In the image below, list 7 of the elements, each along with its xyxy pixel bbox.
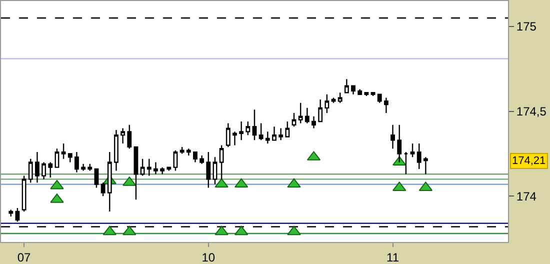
y-tick-label: 174 (516, 189, 537, 204)
x-tick-label: 10 (202, 250, 216, 264)
annotation: 174,21 (512, 155, 546, 167)
y-tick-label: 175 (516, 20, 537, 34)
y-tick-label: 174,5 (516, 104, 547, 119)
x-tick-label: 07 (17, 250, 32, 264)
x-tick-label: 11 (386, 250, 400, 264)
